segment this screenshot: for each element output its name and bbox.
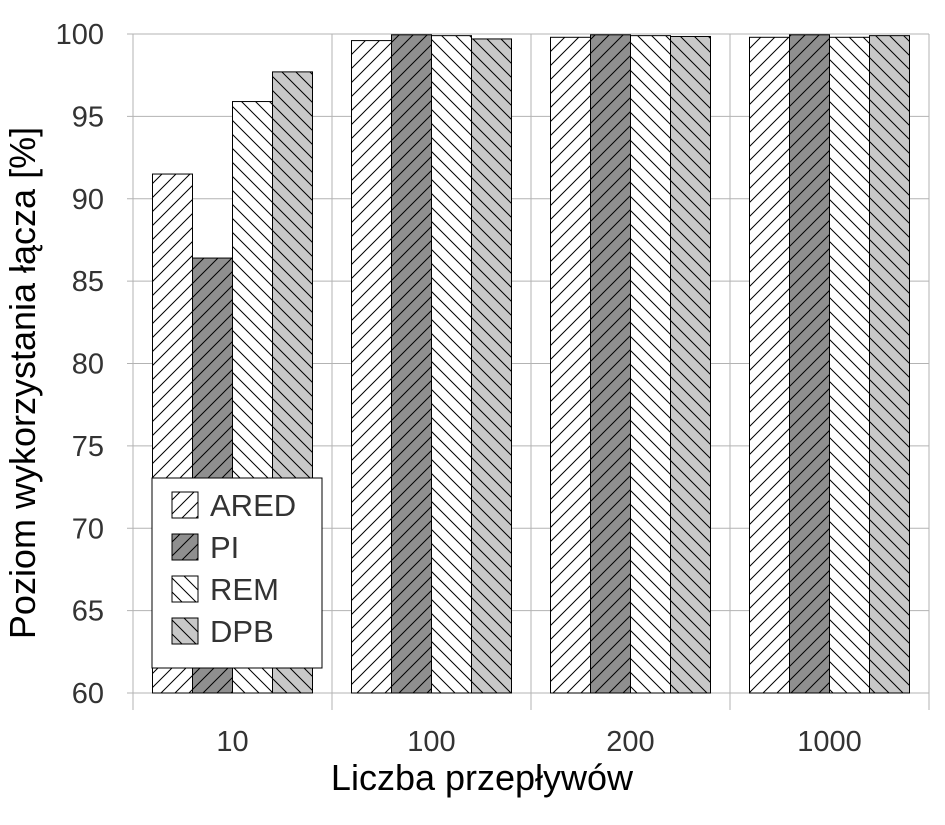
tick-labels: 60 65 70 75 80 85 90 95 100 10 100 200 1000: [56, 19, 862, 758]
bar-hatch-pi-1000: [789, 34, 830, 694]
y-tick-label: 100: [56, 19, 104, 51]
x-tick-label: 100: [407, 726, 455, 758]
y-tick-label: 75: [72, 431, 104, 463]
bar-hatch-ared-100: [351, 40, 392, 694]
legend-label-pi: PI: [210, 530, 239, 565]
bar-hatch-dpb-1000: [869, 35, 910, 694]
y-tick-label: 70: [72, 513, 104, 545]
bar-hatch-ared-1000: [749, 36, 790, 694]
x-axis-title: Liczba przepływów: [331, 757, 634, 798]
bar-hatch-dpb-200: [670, 35, 711, 694]
x-tick-label: 10: [216, 726, 248, 758]
legend-swatch-hatch-rem: [171, 575, 199, 603]
x-tick-label: 1000: [797, 726, 862, 758]
bar-hatch-rem-200: [630, 35, 671, 694]
legend-label-dpb: DPB: [210, 614, 274, 649]
axes: [127, 33, 133, 694]
legend-swatch-hatch-dpb: [171, 617, 199, 645]
x-tick-label: 200: [606, 726, 654, 758]
bar-hatch-pi-100: [391, 34, 432, 694]
legend-label-rem: REM: [210, 572, 279, 607]
y-tick-label: 65: [72, 596, 104, 628]
y-tick-label: 60: [72, 678, 104, 710]
legend-swatch-hatch-pi: [171, 533, 199, 561]
legend-label-ared: ARED: [210, 488, 296, 523]
bar-hatch-pi-200: [590, 34, 631, 694]
legend: ARED PI REM DPB: [151, 477, 323, 669]
y-tick-label: 90: [72, 184, 104, 216]
legend-swatch-hatch-ared: [171, 491, 199, 519]
y-tick-label: 85: [72, 266, 104, 298]
bar-hatch-rem-1000: [829, 36, 870, 694]
bar-hatch-dpb-100: [471, 38, 512, 694]
y-axis-title: Poziom wykorzystania łącza [%]: [2, 127, 43, 639]
y-tick-label: 95: [72, 101, 104, 133]
bar-hatch-rem-100: [431, 35, 472, 694]
bar-hatch-ared-200: [550, 36, 591, 694]
y-tick-label: 80: [72, 349, 104, 381]
